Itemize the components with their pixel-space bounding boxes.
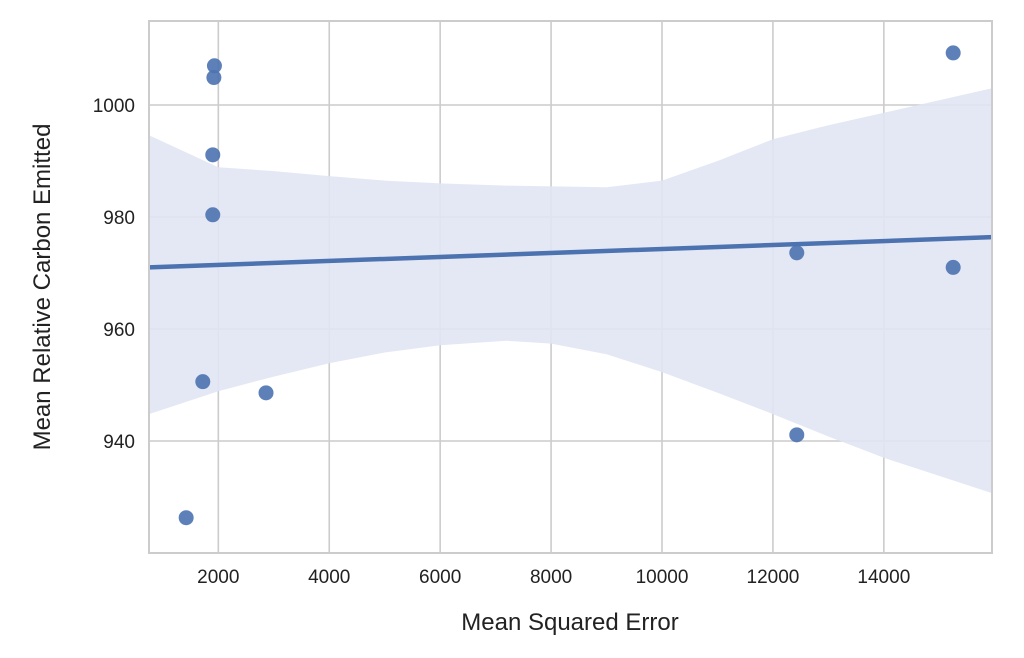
y-tick-label: 940 (103, 432, 135, 453)
confidence-band (149, 88, 992, 494)
data-point (178, 510, 194, 526)
x-tick-label: 6000 (419, 567, 461, 588)
y-tick-label: 980 (103, 208, 135, 229)
plot-frame (148, 20, 993, 554)
x-axis-ticks: 2000 4000 6000 8000 10000 12000 14000 (197, 567, 910, 588)
data-point (205, 147, 221, 163)
plot-area (148, 20, 993, 554)
data-point (945, 259, 961, 275)
x-tick-label: 8000 (530, 567, 572, 588)
y-axis-ticks: 940 960 980 1000 (93, 96, 135, 453)
data-point (195, 374, 211, 390)
x-tick-label: 12000 (747, 567, 800, 588)
y-tick-label: 1000 (93, 96, 135, 117)
data-point (945, 45, 961, 61)
x-tick-label: 2000 (197, 567, 239, 588)
data-point (206, 58, 222, 74)
y-tick-label: 960 (103, 320, 135, 341)
data-point (205, 207, 221, 223)
data-point (258, 385, 274, 401)
regression-line (148, 234, 993, 270)
data-point (789, 245, 805, 261)
y-axis-label: Mean Relative Carbon Emitted (29, 124, 56, 451)
x-axis-label: Mean Squared Error (461, 609, 678, 636)
x-tick-label: 10000 (636, 567, 689, 588)
data-point (789, 427, 805, 443)
data-point (206, 70, 222, 86)
x-tick-label: 14000 (857, 567, 910, 588)
x-tick-label: 4000 (308, 567, 350, 588)
